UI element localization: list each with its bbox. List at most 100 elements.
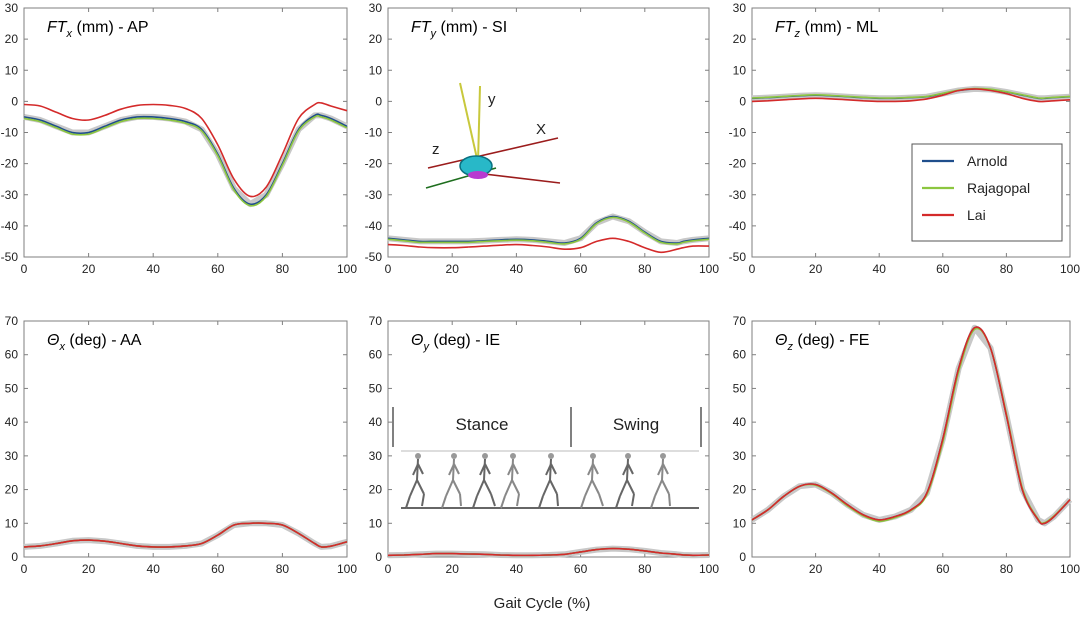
y-tick-label: -40 — [1, 219, 19, 233]
y-tick-label: 60 — [369, 348, 383, 362]
y-tick-label: -40 — [729, 219, 747, 233]
y-tick-label: 0 — [11, 94, 18, 108]
panel-title: Θy (deg) - IE — [411, 332, 500, 353]
y-tick-label: -30 — [1, 188, 19, 202]
y-tick-label: 50 — [733, 381, 747, 395]
y-tick-label: -10 — [729, 126, 747, 140]
x-tick-label: 100 — [337, 262, 357, 276]
y-tick-label: 0 — [739, 94, 746, 108]
x-tick-label: 60 — [936, 262, 950, 276]
x-tick-label: 80 — [1000, 562, 1014, 576]
series-line-rajagopal — [751, 87, 1071, 100]
x-tick-label: 0 — [385, 562, 392, 576]
walker-figure-icon — [405, 453, 425, 509]
y-tick-label: 10 — [733, 516, 747, 530]
series-line-arnold — [23, 113, 348, 206]
panel-thz: 0 20 40 60 80 100 0 10 20 30 40 50 60 70 Θz (deg) - FE — [733, 314, 1081, 576]
axis-x-label: X — [536, 121, 546, 138]
legend-label: Rajagopal — [967, 180, 1030, 196]
axis-z-label: z — [432, 141, 440, 158]
axes-frame — [23, 320, 348, 558]
y-tick-label: 10 — [5, 63, 19, 77]
axis-y-label: y — [488, 91, 496, 108]
swing-label: Swing — [613, 415, 659, 434]
panel-title: Θx (deg) - AA — [47, 332, 142, 353]
panel-ftz: 0 20 40 60 80 100 -50 -40 -30 -20 -10 0 10 20 30 FTz (m… — [729, 1, 1081, 276]
y-tick-label: 10 — [5, 516, 19, 530]
y-tick-label: 20 — [733, 483, 747, 497]
y-tick-label: 30 — [369, 449, 383, 463]
y-tick-label: 60 — [733, 348, 747, 362]
x-axis-line — [475, 172, 561, 184]
series-line-lai — [23, 101, 348, 198]
y-tick-label: 40 — [5, 415, 19, 429]
y-tick-label: 70 — [733, 314, 747, 328]
x-tick-label: 80 — [276, 262, 290, 276]
y-tick-label: -50 — [729, 250, 747, 264]
y-tick-label: 30 — [733, 449, 747, 463]
x-tick-label: 100 — [1060, 562, 1080, 576]
axes-frame — [387, 320, 710, 558]
x-tick-label: 60 — [574, 262, 588, 276]
y-tick-label: 30 — [369, 1, 383, 15]
x-tick-label: 20 — [809, 562, 823, 576]
panel-title: Θz (deg) - FE — [775, 332, 869, 353]
y-tick-label: -10 — [1, 126, 19, 140]
y-tick-label: -40 — [365, 219, 383, 233]
legend: Arnold Rajagopal Lai — [911, 143, 1063, 242]
axes-frame — [751, 320, 1071, 558]
x-axis-line — [427, 137, 559, 169]
series-line-lai — [751, 326, 1071, 525]
y-tick-label: -10 — [365, 126, 383, 140]
knee-axes-illustration: Xy z — [425, 82, 561, 189]
axes-frame — [387, 7, 710, 258]
y-tick-label: -50 — [365, 250, 383, 264]
y-tick-label: 0 — [739, 550, 746, 564]
y-tick-label: -20 — [729, 157, 747, 171]
walker-figure-icon — [472, 453, 496, 509]
legend-label: Arnold — [967, 153, 1007, 169]
x-tick-label: 60 — [211, 262, 225, 276]
x-tick-label: 20 — [446, 262, 460, 276]
panel-thy: 0 20 40 60 80 100 0 10 20 30 40 50 60 70 Θy (deg) - IE… — [369, 314, 720, 576]
y-tick-label: 20 — [5, 32, 19, 46]
y-tick-label: -50 — [1, 250, 19, 264]
x-tick-label: 20 — [809, 262, 823, 276]
x-tick-label: 0 — [749, 562, 756, 576]
y-tick-label: -20 — [1, 157, 19, 171]
y-tick-label: 20 — [369, 483, 383, 497]
legend-label: Lai — [967, 207, 986, 223]
panel-title: FTz (mm) - ML — [775, 19, 878, 40]
series-line-arnold — [387, 215, 710, 244]
x-tick-label: 80 — [276, 562, 290, 576]
y-tick-label: 40 — [369, 415, 383, 429]
walker-figure-icon — [615, 453, 635, 509]
y-tick-label: 10 — [733, 63, 747, 77]
x-tick-label: 0 — [21, 262, 28, 276]
stance-label: Stance — [456, 415, 509, 434]
y-tick-label: -30 — [729, 188, 747, 202]
x-tick-label: 80 — [1000, 262, 1014, 276]
y-tick-label: 30 — [733, 1, 747, 15]
y-tick-label: 20 — [369, 32, 383, 46]
y-tick-label: 0 — [11, 550, 18, 564]
walker-figure-icon — [650, 453, 671, 509]
series-line-rajagopal — [23, 114, 348, 207]
x-tick-label: 100 — [337, 562, 357, 576]
x-tick-label: 40 — [510, 562, 524, 576]
series-line-lai — [387, 547, 710, 557]
series-line-lai — [387, 237, 710, 254]
y-tick-label: 20 — [5, 483, 19, 497]
panel-title: FTx (mm) - AP — [47, 19, 148, 40]
x-tick-label: 40 — [873, 562, 887, 576]
panel-ftx: 0 20 40 60 80 100 -50 -40 -30 -20 -10 0 10 20 30 FTx (m… — [1, 1, 358, 276]
x-tick-label: 60 — [211, 562, 225, 576]
x-tick-label: 60 — [574, 562, 588, 576]
walker-figure-icon — [538, 453, 559, 509]
panel-title: FTy (mm) - SI — [411, 19, 507, 40]
panel-thx: 0 20 40 60 80 100 0 10 20 30 40 50 60 70 Θx (deg) - AA — [5, 314, 358, 576]
x-tick-label: 80 — [638, 562, 652, 576]
y-tick-label: 30 — [5, 449, 19, 463]
